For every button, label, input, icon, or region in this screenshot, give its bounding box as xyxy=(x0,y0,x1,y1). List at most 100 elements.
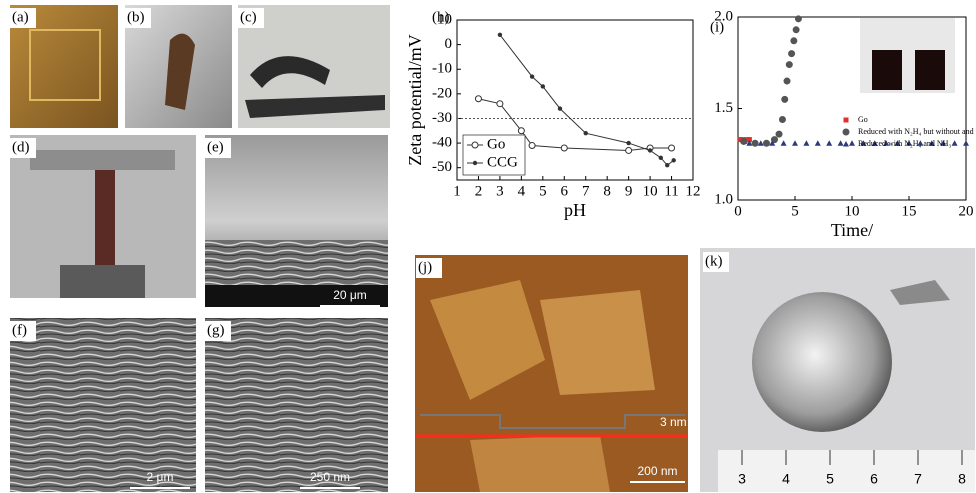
x-tick-label: 10 xyxy=(845,203,860,219)
marker xyxy=(792,140,798,146)
marker xyxy=(497,101,503,107)
y-tick-label: -30 xyxy=(432,110,452,126)
marker xyxy=(626,141,630,145)
marker xyxy=(530,74,534,78)
panel-label: (e) xyxy=(207,139,224,155)
marker xyxy=(472,142,478,148)
panel-label: (g) xyxy=(207,322,225,338)
panel-label: (f) xyxy=(12,322,27,338)
ruler-label: 6 xyxy=(870,471,878,487)
y-tick-label: -50 xyxy=(432,159,452,175)
x-tick-label: 5 xyxy=(539,183,547,199)
photo-d-clamp xyxy=(60,265,145,298)
x-tick-label: 8 xyxy=(603,183,611,199)
marker xyxy=(815,140,821,146)
marker xyxy=(803,140,809,146)
photo-d-clamp xyxy=(30,150,175,170)
x-tick-label: 12 xyxy=(686,183,701,199)
x-axis-label: Time/ xyxy=(831,220,873,240)
marker xyxy=(561,145,567,151)
marker xyxy=(558,106,562,110)
ruler xyxy=(718,450,975,492)
scale-bar-label: 2 μm xyxy=(147,470,174,484)
marker xyxy=(791,38,797,44)
marker xyxy=(844,118,849,123)
marker xyxy=(779,116,785,122)
legend-label: CCG xyxy=(487,154,518,170)
ruler-label: 5 xyxy=(826,471,834,487)
y-tick-label: -40 xyxy=(432,135,452,151)
marker xyxy=(584,131,588,135)
marker xyxy=(473,161,477,165)
height-label: 3 nm xyxy=(660,415,687,429)
marker xyxy=(669,145,675,151)
x-tick-label: 9 xyxy=(625,183,633,199)
marker xyxy=(963,140,969,146)
panel-label: (d) xyxy=(12,139,30,155)
photo-f xyxy=(10,318,196,492)
marker xyxy=(518,128,524,134)
photo-j-flake xyxy=(540,290,655,395)
y-tick-label: 2.0 xyxy=(714,8,733,24)
marker xyxy=(826,140,832,146)
marker xyxy=(648,148,652,152)
figure: (a)(b)(c)(d)(e)(f)(g)(h)(i)(j)(k)20 μm2 … xyxy=(0,0,976,493)
photo-d-film xyxy=(95,170,115,270)
y-tick-label: -20 xyxy=(432,85,452,101)
y-tick-label: 10 xyxy=(437,11,452,27)
marker xyxy=(838,140,844,146)
x-tick-label: 1 xyxy=(453,183,461,199)
scale-bar-label: 200 nm xyxy=(637,464,677,478)
marker xyxy=(475,96,481,102)
scale-bar-label: 20 μm xyxy=(333,288,367,302)
marker xyxy=(843,141,849,147)
marker xyxy=(952,140,958,146)
marker xyxy=(782,96,788,102)
x-tick-label: 6 xyxy=(561,183,569,199)
marker xyxy=(741,138,747,144)
x-tick-label: 0 xyxy=(734,203,742,219)
x-tick-label: 4 xyxy=(518,183,526,199)
panel-label: (b) xyxy=(127,9,145,25)
x-tick-label: 10 xyxy=(643,183,658,199)
legend-label: Reduced with N₂H₄ and NH₃ xyxy=(858,139,951,148)
marker xyxy=(541,84,545,88)
marker xyxy=(529,143,535,149)
marker xyxy=(659,156,663,160)
marker xyxy=(498,33,502,37)
y-tick-label: 1.5 xyxy=(714,100,733,116)
x-tick-label: 11 xyxy=(664,183,678,199)
marker xyxy=(758,140,764,146)
panel-label: (k) xyxy=(705,253,723,269)
page: (a)(b)(c)(d)(e)(f)(g)(h)(i)(j)(k)20 μm2 … xyxy=(0,0,976,493)
marker xyxy=(789,51,795,57)
photo-k-disc xyxy=(752,292,892,432)
marker xyxy=(776,131,782,137)
ruler-label: 7 xyxy=(914,471,922,487)
y-tick-label: 0 xyxy=(445,36,453,52)
photo-j-flake xyxy=(470,435,610,492)
photo-g xyxy=(205,318,388,492)
y-tick-label: 1.0 xyxy=(714,191,733,207)
legend-label: Go xyxy=(487,136,505,152)
x-tick-label: 5 xyxy=(791,203,799,219)
marker xyxy=(849,140,855,146)
marker xyxy=(843,129,849,135)
scale-bar-label: 250 nm xyxy=(310,470,350,484)
photo-e-layers xyxy=(205,240,388,285)
x-axis-label: pH xyxy=(564,200,586,220)
marker xyxy=(786,62,792,68)
inset-vial xyxy=(872,50,902,90)
marker xyxy=(671,158,675,162)
x-tick-label: 2 xyxy=(475,183,483,199)
marker xyxy=(626,147,632,153)
inset-vial xyxy=(915,50,945,90)
x-tick-label: 3 xyxy=(496,183,504,199)
photos xyxy=(10,5,975,492)
ruler-label: 4 xyxy=(782,471,790,487)
legend-label: Go xyxy=(858,115,868,124)
marker xyxy=(793,27,799,33)
ruler-label: 3 xyxy=(738,471,746,487)
panel-label: (a) xyxy=(12,9,29,25)
y-axis-label: Zeta potential/mV xyxy=(405,34,425,165)
